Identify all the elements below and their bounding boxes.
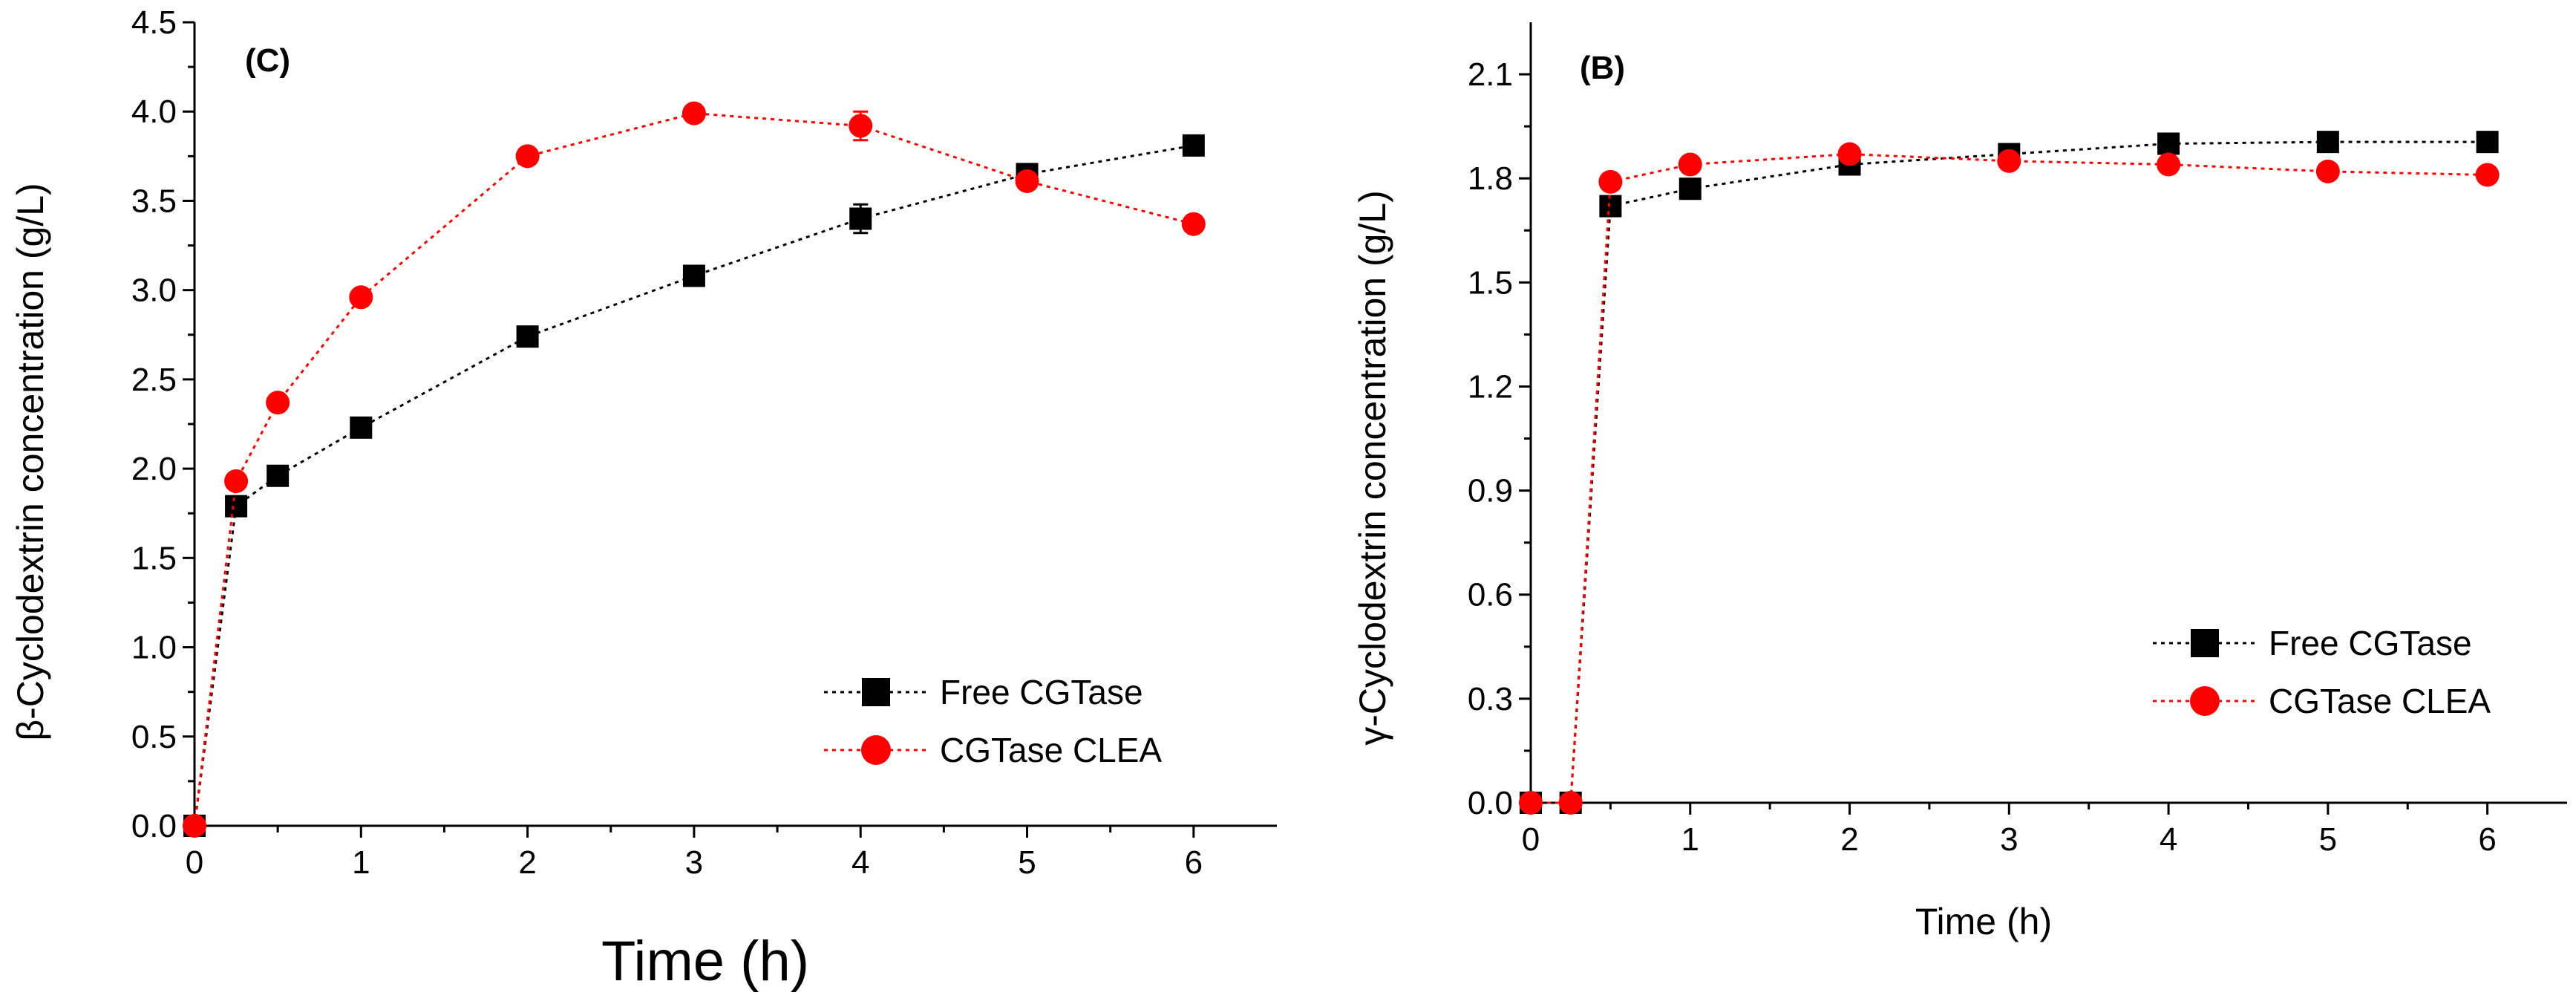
data-point [1599,195,1622,218]
data-point [183,814,206,838]
data-point [2157,132,2180,155]
data-point [1837,142,1862,166]
y-tick-label: 2.1 [1468,56,1513,93]
panel-gamma-cyclodextrin: 0 1 2 3 4 5 6 0.0 0.3 0.6 0.9 1.2 1.5 1.8 2.1 (B) Time… [1352,22,2567,942]
data-point [682,264,705,287]
data-point [515,144,540,169]
data-point [1678,152,1702,177]
x-tick-label: 2 [518,844,536,881]
series-line [193,112,1194,827]
legend-label-free: Free CGTase [2269,624,2472,662]
data-point [349,285,373,310]
data-point [849,207,872,230]
y-tick-label: 0.6 [1468,577,1513,613]
legend-marker-clea [861,735,891,765]
y-tick-label: 4.5 [131,4,177,41]
x-tick-label: 3 [685,844,703,881]
legend-marker-clea [2190,686,2220,716]
y-tick-label: 1.8 [1468,160,1513,197]
data-point [1558,791,1583,815]
x-axis-title: Time (h) [601,930,809,993]
axes: 0 1 2 3 4 5 6 0.0 0.5 1.0 1.5 2.0 2.5 3.0 3.5 4.0 4.5 [131,4,1277,881]
data-point [1015,169,1039,193]
legend-label-clea: CGTase CLEA [940,731,1162,769]
x-tick-label: 1 [352,844,370,881]
panel-label: (C) [245,42,290,79]
legend-label-free: Free CGTase [940,673,1143,711]
legend-marker-free [862,678,890,706]
data-point [681,101,706,126]
y-tick-label: 3.5 [131,183,177,219]
data-point [2476,131,2499,154]
data-point [1181,212,1206,236]
data-point [266,391,290,415]
y-tick-label: 0.9 [1468,473,1513,509]
panel-label: (B) [1580,50,1625,86]
x-tick-label: 4 [851,844,869,881]
axes: 0 1 2 3 4 5 6 0.0 0.3 0.6 0.9 1.2 1.5 1.8 2.1 [1468,22,2567,858]
y-tick-label: 0.3 [1468,681,1513,717]
x-tick-label: 5 [1018,844,1036,881]
data-point [1519,791,1543,815]
series-line [193,144,1194,827]
data-point [350,416,373,439]
y-axis-title: γ-Cyclodextrin concentration (g/L) [1352,190,1393,746]
series-line [1531,153,2488,804]
legend: Free CGTase CGTase CLEA [824,673,1162,769]
data-point [2315,159,2340,183]
y-tick-label: 1.5 [1468,264,1513,301]
legend-label-clea: CGTase CLEA [2269,682,2491,720]
y-tick-label: 1.0 [131,630,177,666]
x-tick-label: 5 [2319,821,2337,858]
series-cgtase-clea [1519,142,2500,815]
legend: Free CGTase CGTase CLEA [2153,624,2491,720]
data-point [267,464,290,487]
panel-beta-cyclodextrin: 0 1 2 3 4 5 6 0.0 0.5 1.0 1.5 2.0 2.5 3.0 3.5 4.0 4.5 (C… [10,4,1277,993]
y-tick-label: 3.0 [131,273,177,309]
y-tick-label: 2.5 [131,362,177,398]
data-point [1182,134,1205,157]
x-axis-title: Time (h) [1915,901,2052,942]
y-tick-label: 0.0 [1468,785,1513,821]
x-tick-label: 0 [186,844,203,881]
data-point [516,325,539,348]
y-tick-label: 1.2 [1468,368,1513,405]
x-tick-label: 4 [2160,821,2177,858]
data-point [1678,177,1701,201]
x-tick-label: 0 [1522,821,1540,858]
x-tick-label: 2 [1840,821,1858,858]
data-point [1598,169,1623,194]
data-point [2157,152,2181,177]
y-axis-title: β-Cyclodextrin concentration (g/L) [10,183,51,740]
legend-marker-free [2191,629,2219,657]
data-point [2316,131,2339,154]
data-point [225,495,248,518]
y-tick-label: 1.5 [131,540,177,576]
y-tick-label: 0.5 [131,719,177,755]
x-tick-label: 6 [1185,844,1203,881]
data-point [224,469,249,493]
y-tick-label: 2.0 [131,451,177,487]
x-tick-label: 6 [2478,821,2496,858]
y-tick-label: 0.0 [131,808,177,844]
data-point [2475,163,2500,187]
data-point [1997,149,2021,173]
x-tick-label: 3 [2000,821,2018,858]
series-cgtase-clea [183,101,1206,838]
y-tick-label: 4.0 [131,94,177,130]
x-tick-label: 1 [1681,821,1699,858]
data-point [849,114,873,138]
